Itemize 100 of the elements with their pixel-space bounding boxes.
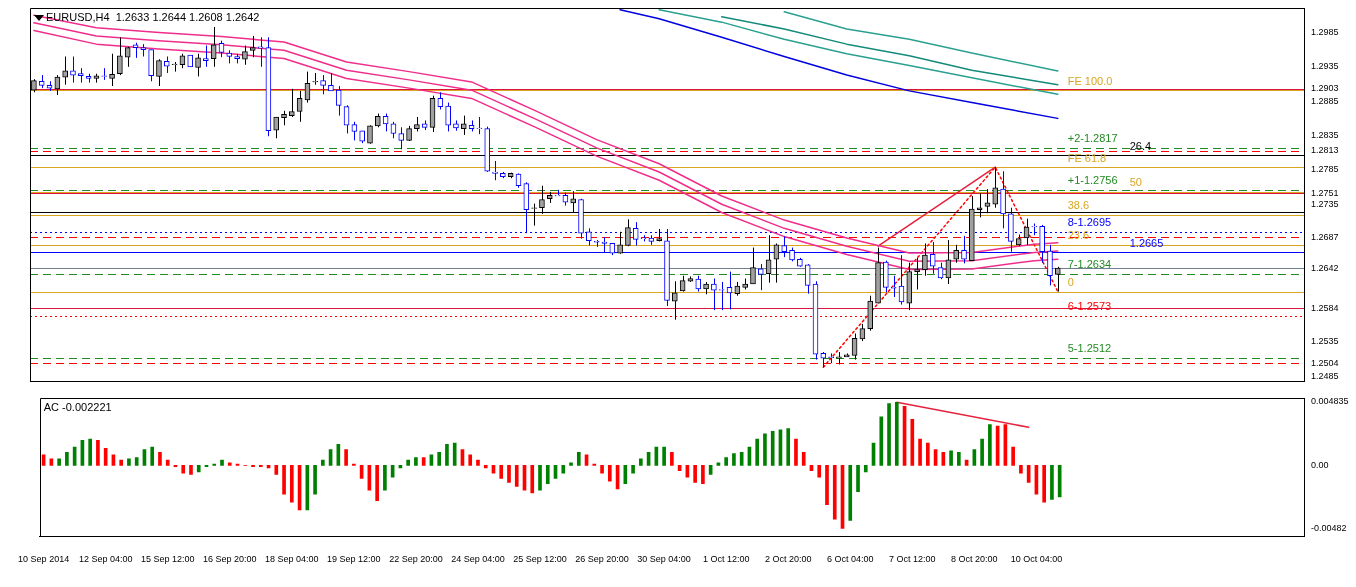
y-tick-label: 1.2985 <box>1311 26 1339 37</box>
y-tick-label: -0.00482 <box>1311 523 1347 534</box>
x-tick-label: 10 Sep 2014 <box>18 554 70 565</box>
bar <box>476 459 480 466</box>
x-tick-label: 10 Oct 04:00 <box>1010 554 1063 565</box>
candlestick <box>890 275 897 298</box>
bar <box>817 465 822 478</box>
bar <box>538 465 542 491</box>
y-tick-label: 1.2903 <box>1311 83 1339 94</box>
bar <box>894 402 899 466</box>
bar <box>375 465 379 502</box>
y-tick-label: 1.2485 <box>1311 370 1339 381</box>
candlestick <box>929 241 936 275</box>
y-tick-label: 1.2835 <box>1311 130 1339 141</box>
y-tick-label: 1.2735 <box>1311 198 1339 209</box>
bar <box>848 465 853 521</box>
bar <box>980 438 984 466</box>
candlestick <box>312 72 319 86</box>
candlestick <box>249 35 256 58</box>
bar <box>406 459 410 466</box>
bar <box>832 465 837 520</box>
x-tick-label: 2 Oct 20:00 <box>764 554 812 565</box>
x-tick-label: 8 Oct 20:00 <box>951 554 998 565</box>
y-tick-label: 1.2935 <box>1311 61 1339 72</box>
bar <box>732 453 736 466</box>
chart-title: EURUSD,H4 1.2633 1.2644 1.2608 1.2642 <box>46 10 260 23</box>
bar <box>227 462 232 466</box>
candlestick <box>156 58 162 87</box>
x-tick-label: 22 Sep 20:00 <box>389 554 443 565</box>
candlestick <box>195 53 201 77</box>
bar <box>289 465 294 503</box>
candlestick <box>203 45 209 68</box>
bar <box>825 465 829 506</box>
annotation: 26.4 <box>1129 140 1152 153</box>
x-tick-label: 7 Oct 12:00 <box>889 554 936 565</box>
bar <box>421 457 426 466</box>
bar <box>483 465 488 469</box>
candlestick <box>257 36 264 68</box>
candlestick <box>1000 170 1006 229</box>
candlestick <box>335 85 342 117</box>
bar <box>863 465 868 473</box>
candlestick <box>992 166 999 209</box>
bar <box>165 459 170 466</box>
annotation: 5-1.2512 <box>1067 342 1112 355</box>
bar <box>957 451 961 466</box>
candlestick <box>460 115 467 136</box>
bar <box>282 465 286 495</box>
candlestick <box>171 61 178 73</box>
bar <box>119 459 124 466</box>
bar <box>158 451 162 466</box>
bar <box>801 451 806 466</box>
annotation: FE 100.0 <box>1067 74 1113 87</box>
candlestick <box>398 126 405 150</box>
bar <box>1011 446 1015 466</box>
bar <box>988 424 992 466</box>
bar <box>445 444 449 466</box>
y-tick-label: 1.2751 <box>1311 187 1339 198</box>
candlestick <box>445 102 451 132</box>
bar <box>305 465 310 511</box>
bar <box>724 457 728 466</box>
annotation: +2-1.2817 <box>1067 132 1118 145</box>
bar <box>701 465 705 485</box>
candlestick <box>492 160 498 181</box>
bar <box>1042 465 1046 503</box>
bar <box>383 465 387 491</box>
y-tick-label: 1.2687 <box>1311 231 1339 242</box>
candlestick <box>617 231 623 255</box>
bar <box>196 465 201 473</box>
candlestick <box>1054 266 1061 293</box>
bar <box>763 433 767 466</box>
x-tick-label: 30 Sep 04:00 <box>637 554 691 565</box>
bar <box>452 442 457 466</box>
y-tick-label: 1.2813 <box>1311 145 1339 156</box>
candlestick <box>109 53 115 87</box>
bar <box>600 465 604 474</box>
candlestick <box>476 116 483 135</box>
annotation: 7-1.2634 <box>1067 258 1112 271</box>
bar <box>662 446 666 466</box>
bar <box>181 465 186 474</box>
candlestick <box>289 88 295 118</box>
y-tick-label: 1.2785 <box>1311 164 1339 175</box>
y-tick-label: 1.2504 <box>1311 357 1339 368</box>
candlestick <box>210 26 217 68</box>
candlestick <box>828 352 834 364</box>
x-tick-label: 15 Sep 12:00 <box>140 554 195 565</box>
candlestick <box>914 257 920 290</box>
candlestick <box>320 74 326 95</box>
bar <box>499 465 504 479</box>
bar <box>786 428 791 466</box>
x-tick-label: 26 Sep 20:00 <box>575 554 629 565</box>
annotation: 8-1.2695 <box>1067 216 1112 229</box>
bar <box>88 438 92 466</box>
bar <box>631 465 635 474</box>
bar <box>639 458 643 466</box>
bar <box>437 451 442 466</box>
bar <box>514 465 519 487</box>
x-tick-label: 16 Sep 20:00 <box>202 554 257 565</box>
candlestick <box>711 278 717 311</box>
bar <box>545 465 550 485</box>
x-tick-label: 1 Oct 12:00 <box>702 554 750 565</box>
